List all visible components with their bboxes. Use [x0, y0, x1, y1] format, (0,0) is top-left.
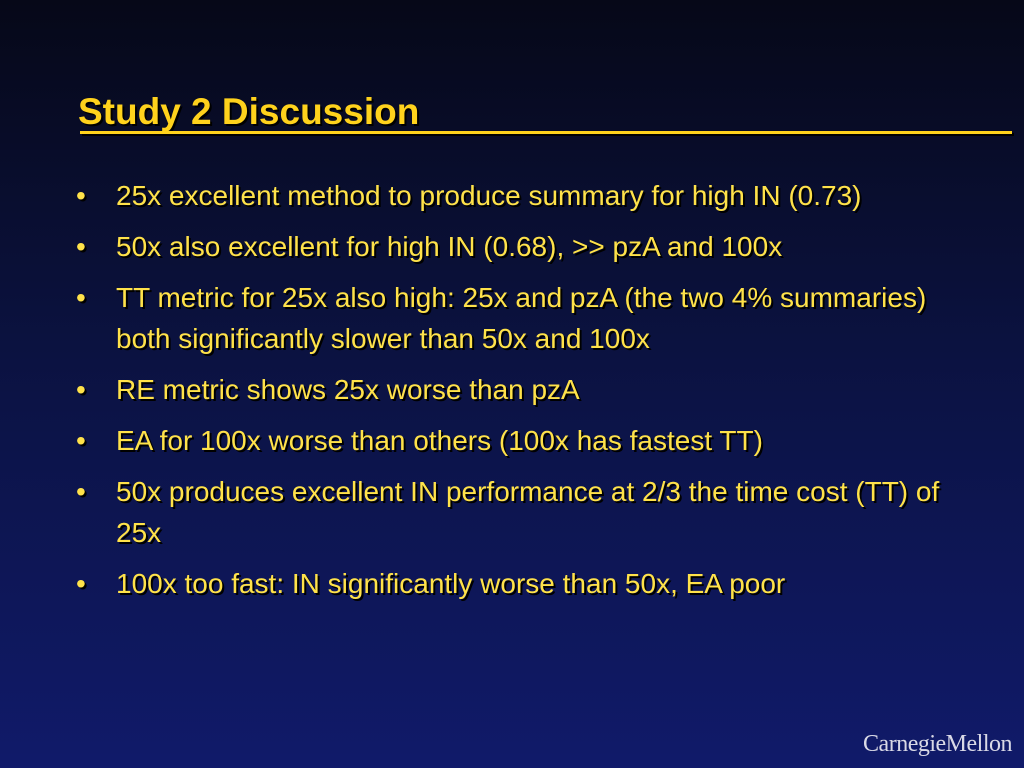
bullet-text: TT metric for 25x also high: 25x and pzA…: [116, 282, 927, 354]
bullet-icon: •: [76, 476, 86, 507]
bullet-text: RE metric shows 25x worse than pzA: [116, 374, 580, 405]
slide-title: Study 2 Discussion: [78, 91, 420, 132]
bullet-list: • 25x excellent method to produce summar…: [72, 175, 972, 614]
bullet-text: 25x excellent method to produce summary …: [116, 180, 862, 211]
bullet-item: • 100x too fast: IN significantly worse …: [72, 563, 972, 604]
bullet-item: • RE metric shows 25x worse than pzA: [72, 369, 972, 410]
carnegie-mellon-logo: CarnegieMellon: [863, 731, 1012, 757]
bullet-text: 100x too fast: IN significantly worse th…: [116, 568, 786, 599]
bullet-icon: •: [76, 425, 86, 456]
bullet-item: • TT metric for 25x also high: 25x and p…: [72, 277, 972, 359]
bullet-item: • EA for 100x worse than others (100x ha…: [72, 420, 972, 461]
bullet-icon: •: [76, 231, 86, 262]
bullet-icon: •: [76, 282, 86, 313]
bullet-icon: •: [76, 568, 86, 599]
title-underline: [80, 131, 1012, 134]
bullet-text: EA for 100x worse than others (100x has …: [116, 425, 763, 456]
bullet-icon: •: [76, 374, 86, 405]
bullet-item: • 50x produces excellent IN performance …: [72, 471, 972, 553]
bullet-item: • 25x excellent method to produce summar…: [72, 175, 972, 216]
bullet-text: 50x also excellent for high IN (0.68), >…: [116, 231, 783, 262]
bullet-icon: •: [76, 180, 86, 211]
bullet-text: 50x produces excellent IN performance at…: [116, 476, 940, 548]
bullet-item: • 50x also excellent for high IN (0.68),…: [72, 226, 972, 267]
